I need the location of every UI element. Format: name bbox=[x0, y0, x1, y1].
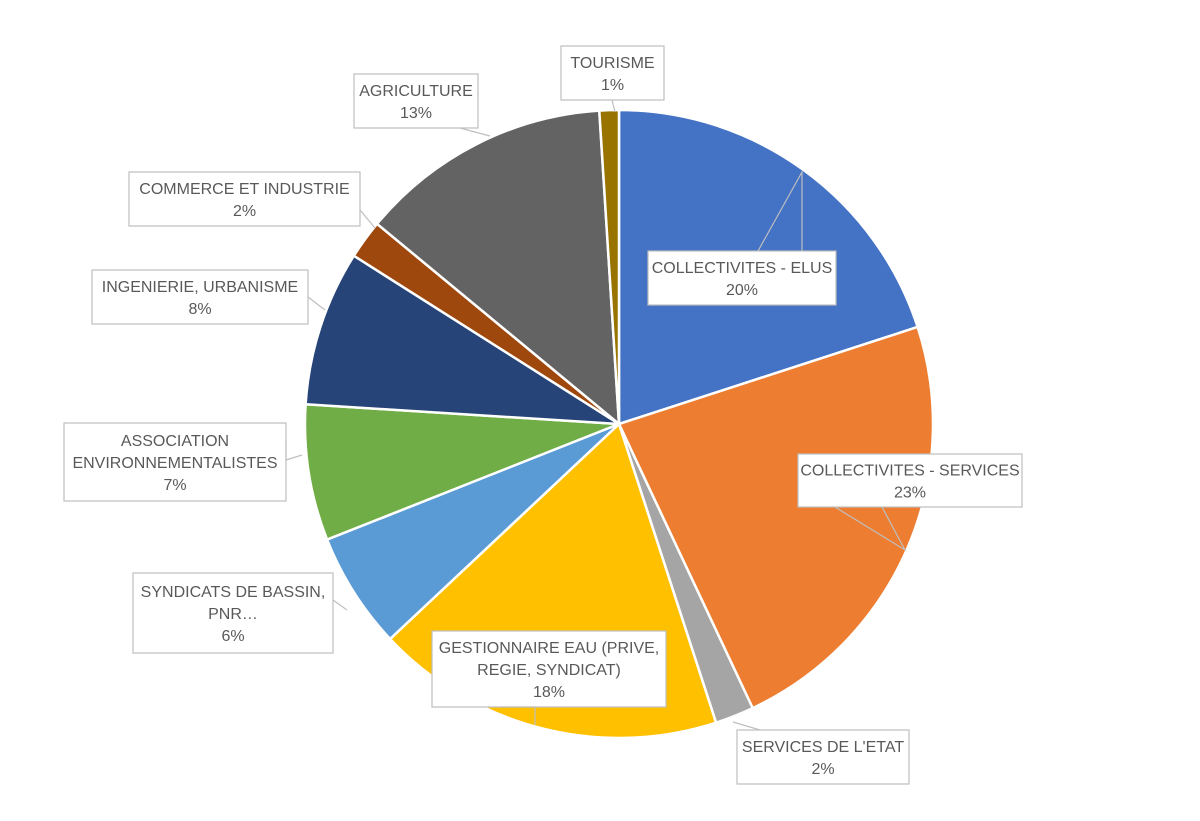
callout-association-environnementalistes: ASSOCIATION ENVIRONNEMENTALISTES 7% bbox=[63, 422, 303, 502]
slice-value-label: 2% bbox=[233, 203, 256, 220]
slice-value-label: 8% bbox=[188, 301, 211, 318]
callout-leader-line bbox=[834, 506, 907, 552]
pie-slice-syndicats-de-bassin-pnr bbox=[325, 422, 621, 641]
callout-leader-line bbox=[500, 706, 536, 725]
slice-value-label: 13% bbox=[400, 105, 432, 122]
slice-value-label: 23% bbox=[894, 485, 926, 502]
callout-leader-line bbox=[611, 99, 616, 113]
slice-label: AGRICULTURE bbox=[359, 83, 473, 100]
callout-box bbox=[431, 630, 667, 708]
pie-slice-ingenierie-urbanisme bbox=[304, 254, 621, 426]
callout-box bbox=[353, 73, 479, 129]
slice-label: COLLECTIVITES - SERVICES bbox=[800, 463, 1019, 480]
pie-slices bbox=[303, 108, 935, 740]
callout-ingenierie-urbanisme: INGENIERIE, URBANISME 8% bbox=[91, 269, 326, 325]
callout-box bbox=[647, 250, 837, 306]
callout-collectivites-elus: COLLECTIVITES - ELUS 20% bbox=[647, 169, 837, 306]
pie-slice-tourisme bbox=[598, 108, 621, 426]
callout-gestionnaire-eau-prive-regie-syndicat: GESTIONNAIRE EAU (PRIVE, REGIE, SYNDICAT)… bbox=[431, 630, 667, 725]
callout-leader-line bbox=[757, 169, 803, 252]
slice-value-label: 18% bbox=[533, 684, 565, 701]
callout-leader-line bbox=[285, 440, 303, 461]
data-label-callouts: COLLECTIVITES - ELUS 20% COLLECTIVITES - S… bbox=[63, 45, 1023, 785]
callout-box bbox=[132, 572, 334, 654]
callout-box bbox=[736, 729, 910, 785]
callout-tourisme: TOURISME 1% bbox=[560, 45, 665, 113]
slice-label: SERVICES DE L'ETAT bbox=[742, 739, 904, 756]
callout-leader-line bbox=[359, 209, 376, 229]
slice-value-label: 2% bbox=[811, 761, 834, 778]
slice-label: SYNDICATS DE BASSIN, PNR… bbox=[141, 584, 326, 623]
callout-syndicats-de-bassin-pnr: SYNDICATS DE BASSIN, PNR… 6% bbox=[132, 572, 348, 654]
slice-label: GESTIONNAIRE EAU (PRIVE, REGIE, SYNDICAT) bbox=[439, 640, 659, 679]
callout-box bbox=[63, 422, 287, 502]
slice-value-label: 20% bbox=[726, 282, 758, 299]
slice-label: COMMERCE ET INDUSTRIE bbox=[139, 181, 349, 198]
callout-leader-line bbox=[332, 599, 348, 611]
slice-label: ASSOCIATION ENVIRONNEMENTALISTES bbox=[72, 433, 277, 472]
slice-label: COLLECTIVITES - ELUS bbox=[652, 260, 833, 277]
callout-box bbox=[797, 453, 1023, 508]
slice-label: INGENIERIE, URBANISME bbox=[102, 279, 298, 296]
pie-slice-collectivites-services bbox=[617, 325, 935, 710]
slice-value-label: 7% bbox=[163, 477, 186, 494]
callout-leader-line bbox=[307, 296, 326, 311]
callout-box bbox=[91, 269, 309, 325]
callout-leader-line bbox=[459, 127, 491, 137]
pie-slice-association-environnementalistes bbox=[303, 403, 621, 541]
callout-agriculture: AGRICULTURE 13% bbox=[353, 73, 491, 137]
callout-services-de-l-etat: SERVICES DE L'ETAT 2% bbox=[732, 721, 910, 785]
callout-collectivites-services: COLLECTIVITES - SERVICES 23% bbox=[797, 453, 1023, 552]
pie-slice-agriculture bbox=[375, 109, 621, 426]
slice-value-label: 6% bbox=[221, 628, 244, 645]
callout-box bbox=[128, 171, 361, 227]
callout-leader-line bbox=[732, 721, 761, 731]
callout-commerce-et-industrie: COMMERCE ET INDUSTRIE 2% bbox=[128, 171, 376, 229]
slice-value-label: 1% bbox=[601, 77, 624, 94]
slice-label: TOURISME bbox=[570, 55, 654, 72]
